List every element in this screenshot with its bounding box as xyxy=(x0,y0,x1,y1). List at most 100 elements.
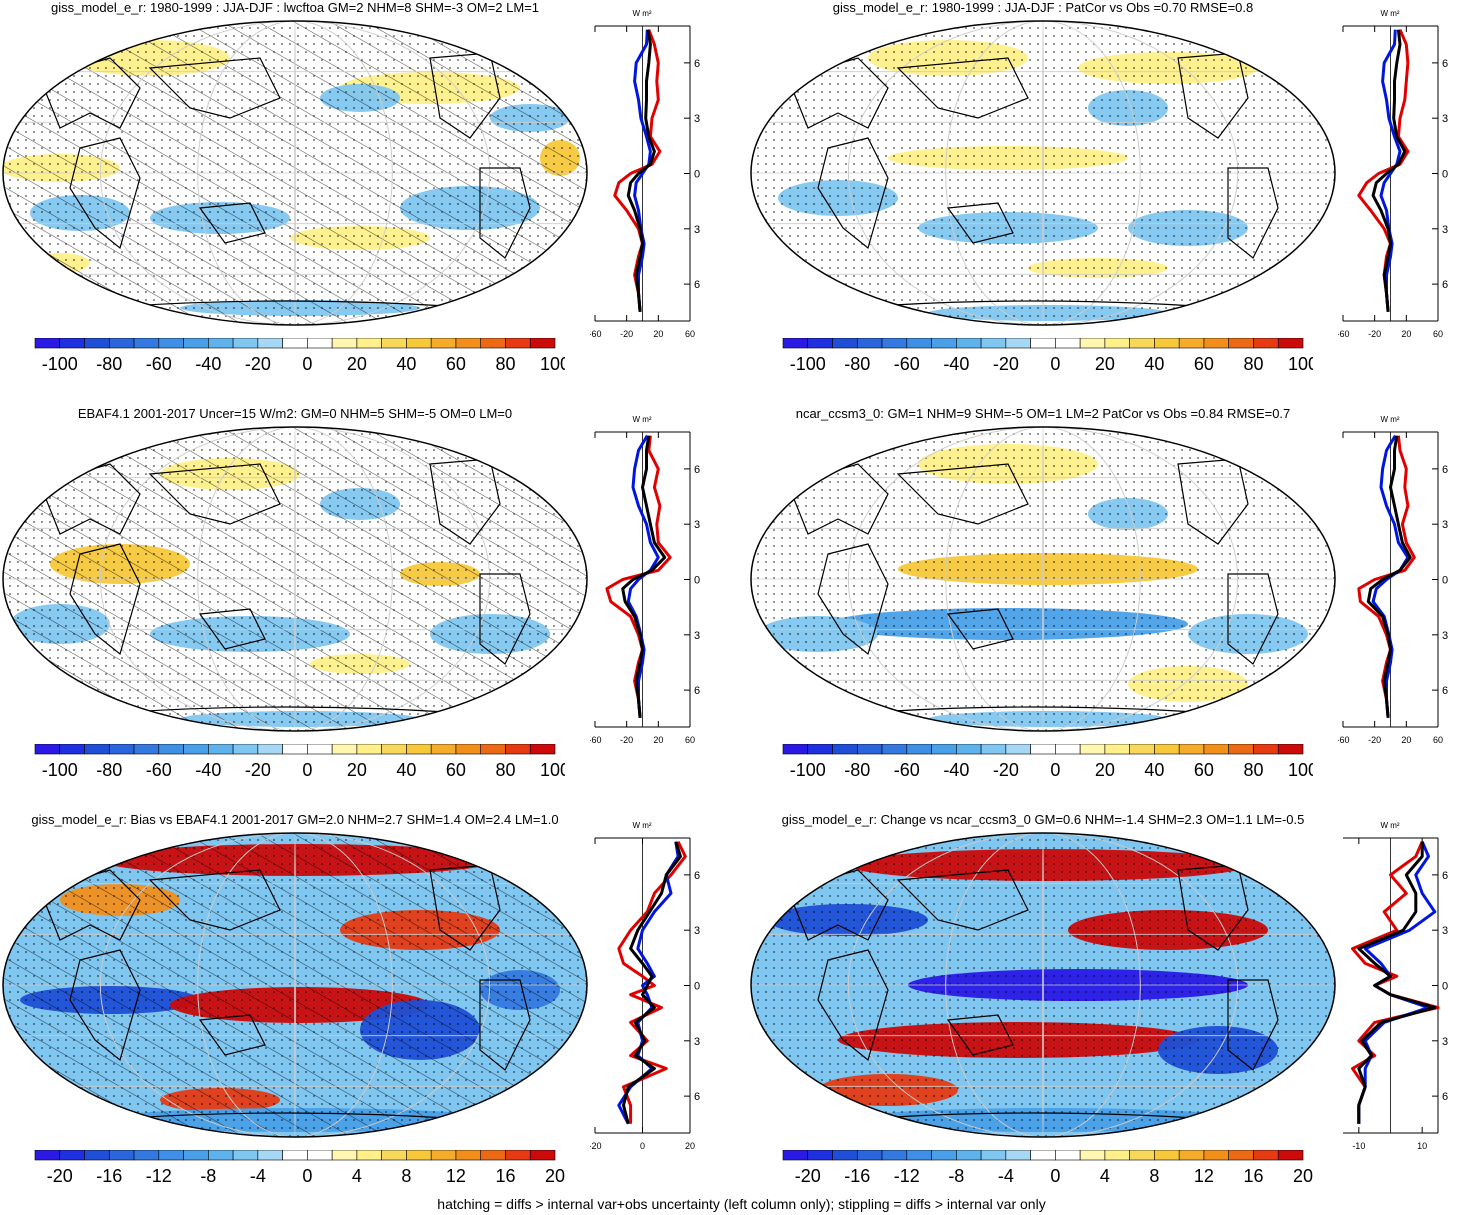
panel-title: giss_model_e_r: Change vs ncar_ccsm3_0 G… xyxy=(781,812,1305,827)
profile-x-tick-label: -10 xyxy=(1352,1141,1365,1151)
colorbar-tick-label: -20 xyxy=(795,1166,821,1186)
colorbar-segment xyxy=(406,1150,432,1161)
colorbar-segment xyxy=(1030,338,1056,349)
colorbar-tick-label: 4 xyxy=(352,1166,362,1186)
world-map xyxy=(2,426,588,732)
coastline xyxy=(1227,573,1279,665)
colorbar-segment xyxy=(108,744,135,755)
colorbar-tick-label: -20 xyxy=(245,760,271,780)
colorbar-segment xyxy=(34,744,61,755)
coastline xyxy=(1227,979,1279,1071)
profile-x-tick-label: -20 xyxy=(620,329,633,339)
coastline xyxy=(896,463,1029,525)
colorbar-segment xyxy=(1079,1150,1106,1161)
profile-unit-label: W m² xyxy=(632,821,651,830)
colorbar-segment xyxy=(1277,1150,1304,1161)
colorbar-tick-label: -12 xyxy=(894,1166,920,1186)
colorbar-segment xyxy=(1129,744,1155,755)
colorbar: -100 -80 -60 -40 -20 0 20 40 60 80 100 xyxy=(782,338,1313,374)
colorbar-tick-label: -40 xyxy=(195,760,221,780)
colorbar-tick-label: -60 xyxy=(894,354,920,374)
panel-title: giss_model_e_r: 1980-1999 : JJA-DJF : Pa… xyxy=(832,0,1254,15)
coastline xyxy=(896,57,1029,119)
profile-x-tick-label: 20 xyxy=(1401,329,1411,339)
colorbar-tick-label: -20 xyxy=(993,354,1019,374)
graticule-meridian xyxy=(1042,21,1044,325)
colorbar-segment xyxy=(455,338,482,349)
profile-y-tick-label: 60S xyxy=(1442,279,1448,291)
colorbar-segment xyxy=(1030,1150,1056,1161)
colorbar-segment xyxy=(208,338,234,349)
coastline xyxy=(198,1014,266,1056)
profile-x-tick-label: -60 xyxy=(590,329,602,339)
colorbar-segment xyxy=(931,744,957,755)
profile-y-tick-label: 30N xyxy=(1442,925,1448,937)
colorbar-segment xyxy=(782,338,809,349)
panel-title: giss_model_e_r: Bias vs EBAF4.1 2001-201… xyxy=(31,812,559,827)
profile-y-tick-label: 30N xyxy=(694,925,700,937)
colorbar-segment xyxy=(455,744,482,755)
coastline xyxy=(479,979,531,1071)
colorbar-segment xyxy=(208,1150,234,1161)
colorbar-tick-label: 100 xyxy=(540,354,565,374)
colorbar-segment xyxy=(356,744,382,755)
profile-unit-label: W m² xyxy=(632,415,651,424)
colorbar-segment xyxy=(480,1150,506,1161)
colorbar-segment xyxy=(84,744,110,755)
coastline xyxy=(69,949,141,1062)
profile-y-tick-label: 30S xyxy=(694,630,700,642)
profile-y-tick-label: 30S xyxy=(1442,1036,1448,1048)
colorbar-tick-label: 20 xyxy=(1095,760,1115,780)
colorbar-segment xyxy=(1253,1150,1279,1161)
colorbar-tick-label: -16 xyxy=(96,1166,122,1186)
colorbar-segment xyxy=(232,744,259,755)
colorbar-tick-label: -100 xyxy=(42,354,78,374)
world-map xyxy=(750,20,1336,326)
world-map xyxy=(2,832,588,1138)
profile-line-black xyxy=(1371,29,1407,312)
footer-note: hatching = diffs > internal var+obs unce… xyxy=(437,1196,1046,1212)
profile-y-tick-label: 60N xyxy=(1442,464,1448,476)
colorbar-tick-label: 20 xyxy=(1095,354,1115,374)
graticule-meridian xyxy=(294,21,296,325)
colorbar-segment xyxy=(1104,338,1130,349)
colorbar-segment xyxy=(282,744,308,755)
colorbar-tick-label: -8 xyxy=(948,1166,964,1186)
panel-4: ncar_ccsm3_0: GM=1 NHM=9 SHM=-5 OM=1 LM=… xyxy=(748,406,1448,801)
profile-y-tick-label: 30S xyxy=(694,224,700,236)
colorbar-segment xyxy=(1129,338,1155,349)
profile-x-tick-label: 60 xyxy=(685,735,695,745)
profile-x-tick-label: -20 xyxy=(590,1141,602,1151)
colorbar-segment xyxy=(881,338,908,349)
colorbar-segment xyxy=(133,744,160,755)
map-border xyxy=(750,426,1336,732)
colorbar-tick-label: -80 xyxy=(96,760,122,780)
graticule-meridian xyxy=(197,833,393,1137)
zonal-mean-profile: W m² -60 -20 20 60 60N 30N 0 30S 60S xyxy=(590,415,700,745)
colorbar-segment xyxy=(1104,744,1130,755)
colorbar-segment xyxy=(84,338,110,349)
colorbar-segment xyxy=(1079,338,1106,349)
colorbar-tick-label: 80 xyxy=(495,760,515,780)
colorbar-segment xyxy=(931,1150,957,1161)
colorbar-tick-label: -40 xyxy=(195,354,221,374)
colorbar-tick-label: -4 xyxy=(998,1166,1014,1186)
colorbar-tick-label: 8 xyxy=(401,1166,411,1186)
colorbar-tick-label: 16 xyxy=(1243,1166,1263,1186)
graticule-meridian xyxy=(1042,427,1044,731)
coastline xyxy=(896,869,1029,931)
panel-1: giss_model_e_r: 1980-1999 : JJA-DJF : lw… xyxy=(0,0,700,395)
colorbar-segment xyxy=(356,1150,382,1161)
colorbar-segment xyxy=(381,744,407,755)
profile-y-tick-label: 60S xyxy=(1442,685,1448,697)
colorbar-tick-label: -100 xyxy=(790,760,826,780)
colorbar-segment xyxy=(1178,1150,1205,1161)
colorbar-segment xyxy=(881,1150,908,1161)
coastline xyxy=(39,57,141,129)
colorbar-segment xyxy=(331,1150,358,1161)
colorbar-segment xyxy=(232,338,259,349)
colorbar-segment xyxy=(406,338,432,349)
graticule-meridian xyxy=(99,427,491,731)
profile-line-red xyxy=(1357,435,1416,718)
graticule-meridian xyxy=(847,21,1239,325)
